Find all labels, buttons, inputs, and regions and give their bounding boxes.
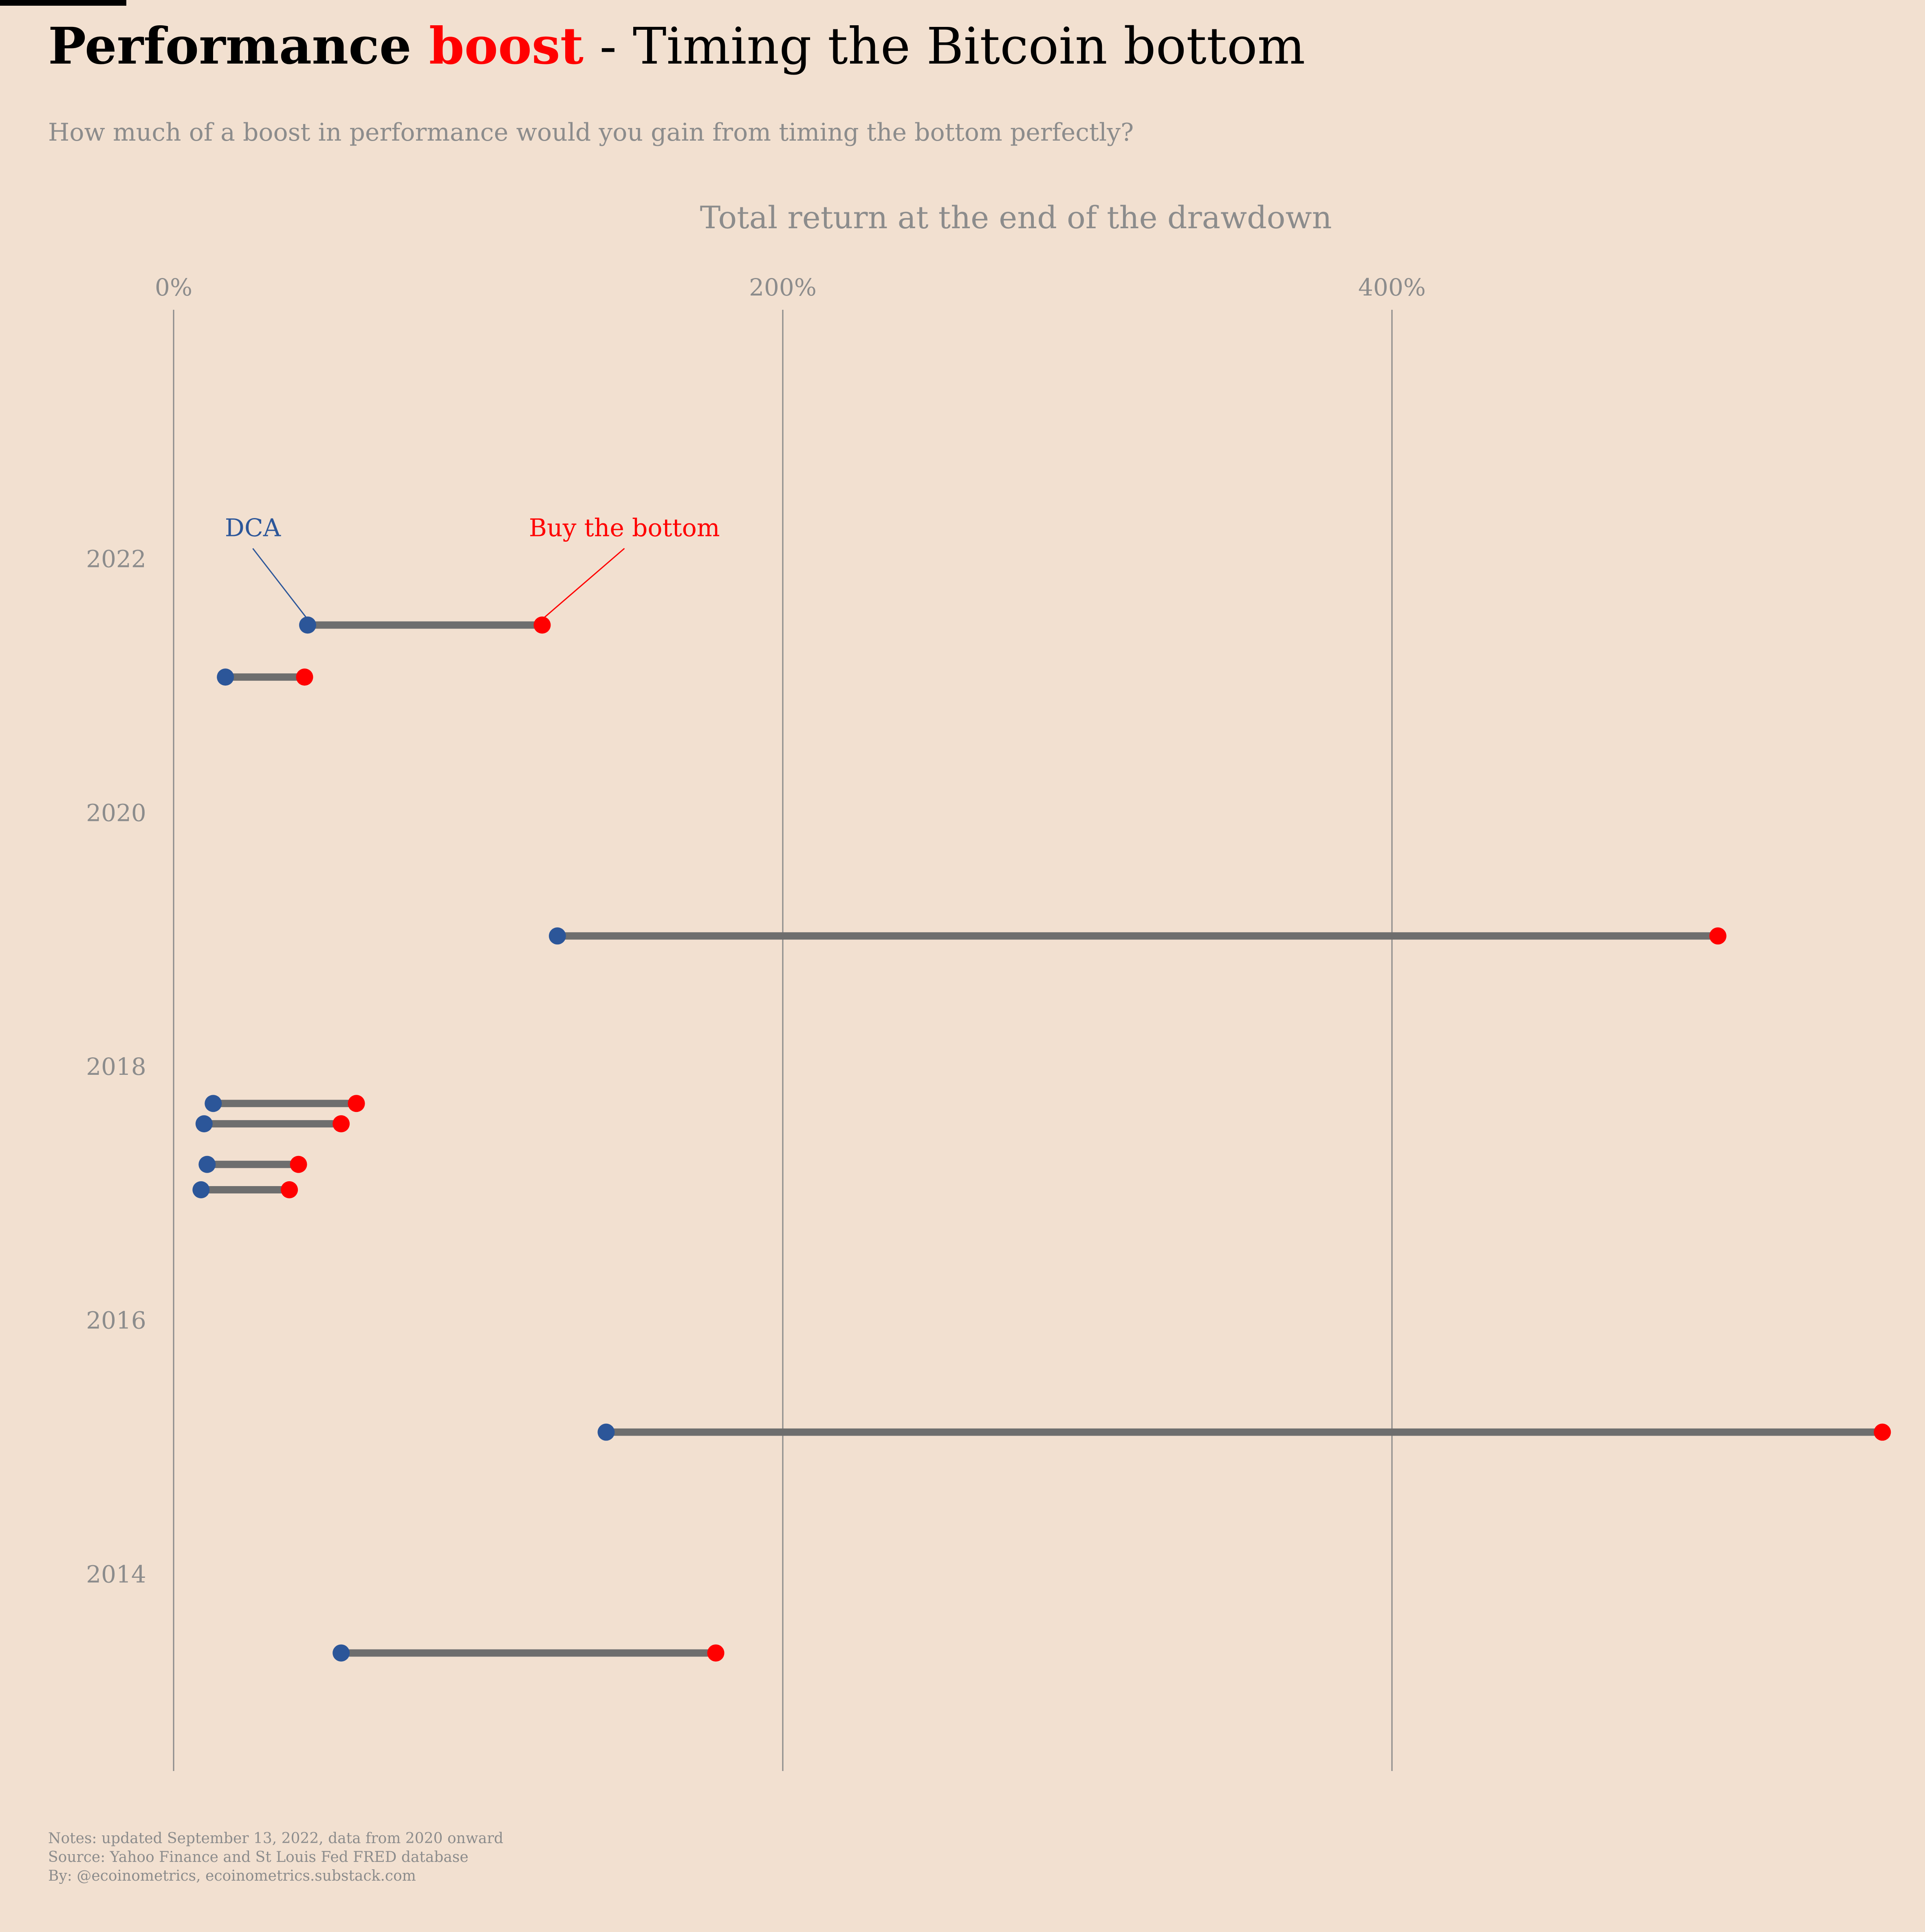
dca-point	[217, 668, 234, 686]
title-part-rest: - Timing the Bitcoin bottom	[584, 17, 1306, 76]
buy-bottom-point	[348, 1095, 365, 1112]
chart-subtitle: How much of a boost in performance would…	[48, 118, 1134, 147]
y-tick-label: 2018	[86, 1053, 146, 1081]
source-line: Source: Yahoo Finance and St Louis Fed F…	[48, 1849, 469, 1866]
dca-point	[597, 1423, 615, 1441]
byline: By: @ecoinometrics, ecoinometrics.substa…	[48, 1868, 416, 1884]
grid-lines	[173, 310, 1393, 1771]
dca-point	[333, 1644, 350, 1662]
buy-bottom-annotation-label: Buy the bottom	[529, 514, 720, 543]
dca-point	[195, 1115, 213, 1133]
dca-point	[548, 927, 566, 945]
annotation-leader-line	[542, 548, 625, 620]
dca-annotation-label: DCA	[225, 514, 281, 543]
chart-title: Performance boost - Timing the Bitcoin b…	[48, 16, 1305, 77]
dca-point	[205, 1095, 222, 1112]
buy-bottom-point	[290, 1156, 307, 1173]
notes-line: Notes: updated September 13, 2022, data …	[48, 1830, 504, 1847]
dca-point	[299, 616, 316, 634]
x-axis-title: Total return at the end of the drawdown	[700, 199, 1332, 236]
buy-bottom-point	[281, 1181, 298, 1198]
buy-bottom-point	[1709, 927, 1727, 945]
axis-ticks: 0% 200% 400% 2014 2016 2018 2020 2022	[86, 273, 1426, 1588]
dca-point	[192, 1181, 210, 1198]
x-tick-label: 400%	[1358, 273, 1426, 301]
y-tick-label: 2016	[86, 1307, 146, 1334]
buy-bottom-point	[333, 1115, 350, 1133]
buy-bottom-point	[707, 1644, 725, 1662]
title-accent-boost: boost	[429, 17, 584, 76]
buy-bottom-point	[296, 668, 313, 686]
x-tick-label: 200%	[749, 273, 817, 301]
buy-bottom-point	[1874, 1423, 1891, 1441]
footnotes: Notes: updated September 13, 2022, data …	[48, 1829, 503, 1886]
title-part-performance: Performance	[48, 17, 429, 76]
y-tick-label: 2022	[86, 545, 146, 573]
annotation-leader-line	[252, 548, 308, 620]
data-series	[192, 616, 1891, 1662]
y-tick-label: 2014	[86, 1560, 146, 1588]
top-accent-bar	[0, 0, 126, 6]
annotations: DCA Buy the bottom	[225, 514, 720, 620]
x-tick-label: 0%	[155, 273, 192, 301]
y-tick-label: 2020	[86, 799, 146, 827]
dca-point	[198, 1156, 216, 1173]
buy-bottom-point	[533, 616, 551, 634]
